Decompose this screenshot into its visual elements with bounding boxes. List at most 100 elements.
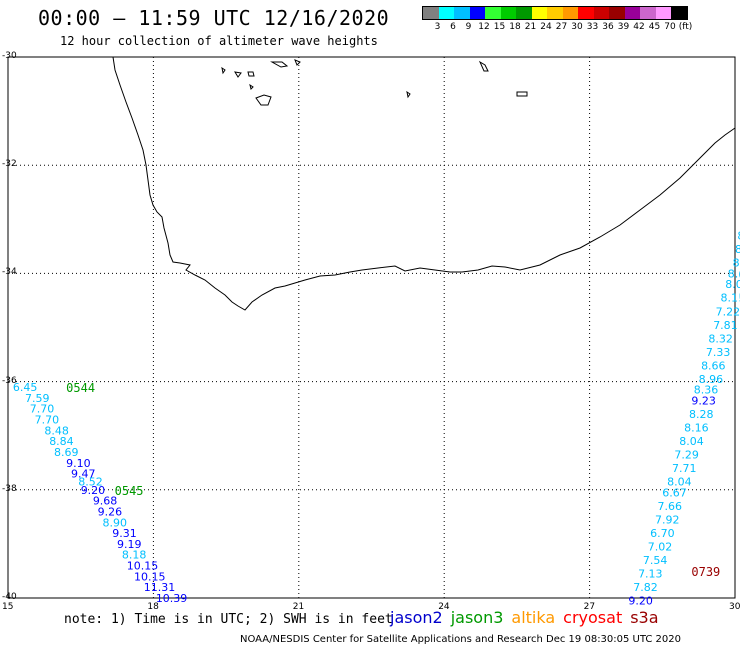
wave-height-value: 7.81 — [713, 319, 738, 332]
wave-height-value: 6.45 — [13, 381, 37, 394]
wave-height-value: 8.48 — [44, 424, 69, 437]
wave-height-value: 8.90 — [103, 516, 128, 529]
wave-height-value: 8. — [733, 257, 740, 270]
color-swatch — [609, 7, 625, 19]
color-scale-label: 9 — [465, 22, 472, 32]
longitude-label: 24 — [438, 602, 450, 612]
page-title: 00:00 – 11:59 UTC 12/16/2020 — [38, 6, 390, 30]
latitude-label: -32 — [2, 159, 17, 170]
wave-height-value: 9.31 — [112, 527, 137, 540]
pass-time-label: 0739 — [691, 565, 720, 579]
longitude-label: 27 — [583, 602, 596, 612]
wave-height-value: 8.69 — [54, 446, 79, 459]
pass-time-label: 0545 — [115, 484, 144, 498]
color-scale-label: 12 — [478, 22, 490, 32]
wave-height-value: 7.29 — [674, 449, 699, 462]
color-swatch — [671, 7, 687, 19]
wave-height-value: 7.66 — [657, 500, 682, 513]
latitude-label: -34 — [2, 267, 17, 278]
wave-height-value: 8.66 — [701, 359, 726, 372]
wave-height-value: 8.1! — [720, 292, 740, 305]
color-swatch — [640, 7, 656, 19]
wave-height-value: 9.68 — [93, 495, 118, 508]
color-swatch — [438, 7, 454, 19]
latitude-label: -36 — [2, 375, 17, 386]
color-scale-label: 18 — [509, 22, 521, 32]
wave-height-value: 8.04 — [679, 435, 704, 448]
map-frame — [7, 56, 736, 599]
color-swatch — [531, 7, 547, 19]
color-swatch — [469, 7, 485, 19]
wave-height-value: 7.92 — [655, 514, 680, 527]
wave-height-value: 7.33 — [706, 346, 731, 359]
islands — [221, 59, 528, 106]
color-swatch — [578, 7, 594, 19]
wave-height-value: 7.70 — [35, 413, 60, 426]
wave-height-value: 8.( — [728, 267, 740, 280]
longitude-label: 21 — [292, 602, 305, 612]
color-scale-label: 21 — [524, 22, 537, 32]
satellite-name-altika: altika — [511, 608, 556, 627]
color-scale-legend: 3 6 9 12 15 18 21 24 27 30 33 36 39 42 45 70 (ft) — [422, 6, 692, 32]
satellite-name-jason3: jason3 — [450, 608, 504, 627]
wave-height-value: 8. — [735, 243, 740, 256]
color-swatch — [423, 7, 439, 19]
units-note: note: 1) Time is in UTC; 2) SWH is in fe… — [64, 612, 393, 627]
wave-height-value: 9.19 — [117, 538, 142, 551]
color-scale-label: 15 — [493, 22, 506, 32]
wave-height-value: 9.20 — [628, 595, 653, 608]
latitude-label: -40 — [2, 592, 17, 602]
wave-height-value: 7.70 — [30, 403, 54, 416]
latitude-label: -30 — [2, 51, 17, 61]
coastline-south-africa — [112, 56, 736, 311]
wave-height-value: 9.23 — [691, 395, 716, 408]
wave-height-value: 8.84 — [49, 435, 74, 448]
color-swatch — [655, 7, 671, 19]
wave-height-value: 10.39 — [156, 592, 188, 605]
lat-lon-grid — [7, 56, 736, 599]
longitude-label: 30 — [729, 602, 740, 612]
color-scale-label: 30 — [571, 22, 583, 32]
wave-height-value: 9.10 — [66, 457, 91, 470]
wave-height-value: 8.52 — [78, 476, 103, 489]
satellite-name-cryosat: cryosat — [563, 608, 623, 627]
satellite-legend: jason2 jason3 altika cryosat s3a — [390, 608, 667, 627]
wave-height-value: 8.04 — [667, 476, 692, 489]
wave-height-value: 8.28 — [689, 408, 714, 421]
longitude-label: 18 — [147, 602, 159, 612]
wave-height-value: 6.67 — [662, 487, 687, 500]
wave-height-value: 11.31 — [144, 581, 176, 594]
wave-height-value: 10.15 — [134, 570, 166, 583]
wave-height-value: 9.47 — [71, 468, 96, 481]
satellite-name-s3a: s3a — [630, 608, 659, 627]
color-scale-label: 36 — [602, 22, 614, 32]
color-scale-bar — [422, 6, 688, 20]
color-scale-label: 6 — [450, 22, 456, 32]
color-swatch — [562, 7, 578, 19]
wave-height-value: 8.18 — [122, 549, 147, 562]
color-scale-label: (ft) — [678, 22, 693, 32]
color-scale-labels: 3 6 9 12 15 18 21 24 27 30 33 36 39 42 45 70 (ft) — [422, 22, 740, 34]
wave-height-value: 6.70 — [650, 527, 675, 540]
wave-height-value: 8.36 — [694, 384, 719, 397]
wave-height-value: 7.13 — [638, 568, 663, 581]
color-scale-label: 24 — [540, 22, 552, 32]
color-swatch — [454, 7, 470, 19]
color-swatch — [516, 7, 532, 19]
satellite-name-jason2: jason2 — [390, 608, 443, 627]
credit-footer: NOAA/NESDIS Center for Satellite Applica… — [240, 634, 682, 645]
wave-height-value: 8 — [737, 230, 740, 243]
color-swatch — [547, 7, 563, 19]
wave-height-value: 7.71 — [672, 462, 697, 475]
wave-height-value: 8.32 — [708, 332, 733, 345]
wave-height-value: 8.0 — [725, 278, 740, 291]
color-scale-label: 70 — [664, 22, 676, 32]
wave-height-value: 8.96 — [699, 373, 724, 386]
latitude-label: -38 — [2, 483, 17, 494]
color-scale-label: 3 — [434, 22, 441, 32]
color-swatch — [485, 7, 501, 19]
color-scale-label: 45 — [648, 22, 661, 32]
longitude-label: 15 — [2, 602, 14, 612]
pass-time-label: 0544 — [66, 381, 95, 395]
